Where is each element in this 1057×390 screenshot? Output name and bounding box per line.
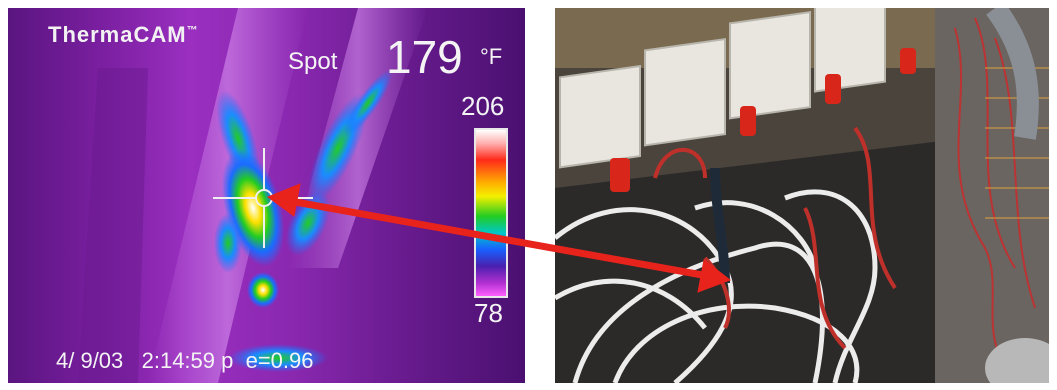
thermal-image: ThermaCAM™ Spot 179 °F 206 78 4/ 9/03 2:… xyxy=(8,8,525,383)
scale-min-label: 78 xyxy=(474,298,503,328)
temperature-unit: °F xyxy=(480,44,503,69)
capture-timestamp: 4/ 9/03 2:14:59 p e=0.96 xyxy=(56,348,314,373)
wiring-scene xyxy=(555,8,1049,383)
spot-temperature: 179 xyxy=(386,31,463,83)
wiring-photo xyxy=(555,8,1049,383)
spot-label: Spot xyxy=(288,48,338,75)
brand-label: ThermaCAM™ xyxy=(48,22,199,47)
scale-max-label: 206 xyxy=(461,91,505,121)
thermal-scene xyxy=(78,8,428,383)
temperature-scale-bar xyxy=(474,128,508,298)
